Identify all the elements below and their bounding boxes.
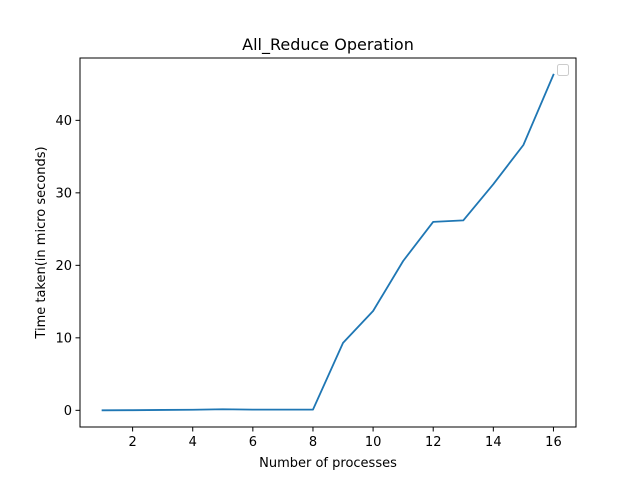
data-point xyxy=(281,408,284,411)
data-point xyxy=(372,310,375,313)
data-point xyxy=(432,220,435,223)
plot-area xyxy=(80,58,576,427)
data-point xyxy=(191,408,194,411)
y-tick-label: 30 xyxy=(55,186,72,201)
x-tick-label: 4 xyxy=(189,435,197,450)
x-tick-label: 10 xyxy=(365,435,382,450)
x-axis-title: Number of processes xyxy=(259,456,397,471)
y-tick-label: 40 xyxy=(55,114,72,129)
data-point xyxy=(221,408,224,411)
legend-box xyxy=(557,64,569,76)
y-tick-label: 0 xyxy=(64,404,72,419)
data-point xyxy=(552,73,555,76)
x-tick-label: 2 xyxy=(128,435,136,450)
series-line xyxy=(101,73,555,412)
plot-frame xyxy=(79,57,577,428)
data-point xyxy=(492,183,495,186)
data-point xyxy=(161,408,164,411)
data-point xyxy=(251,408,254,411)
chart-title: All_Reduce Operation xyxy=(242,35,414,55)
data-point xyxy=(462,219,465,222)
data-point xyxy=(402,259,405,262)
data-point xyxy=(342,341,345,344)
data-point xyxy=(522,143,525,146)
y-axis-title: Time taken(in micro seconds) xyxy=(34,146,49,339)
x-tick-label: 8 xyxy=(309,435,317,450)
data-point xyxy=(101,409,104,412)
series-layer xyxy=(101,73,555,412)
y-tick-label: 10 xyxy=(55,331,72,346)
x-tick-label: 12 xyxy=(425,435,442,450)
data-point xyxy=(131,409,134,412)
x-tick-label: 16 xyxy=(545,435,562,450)
x-tick-label: 6 xyxy=(249,435,257,450)
y-axis-ticks: 0 10 20 30 40 xyxy=(55,114,80,419)
x-axis-ticks: 2 4 6 8 10 12 14 16 xyxy=(128,427,562,450)
x-tick-label: 14 xyxy=(485,435,502,450)
y-tick-label: 20 xyxy=(55,259,72,274)
data-point xyxy=(311,408,314,411)
